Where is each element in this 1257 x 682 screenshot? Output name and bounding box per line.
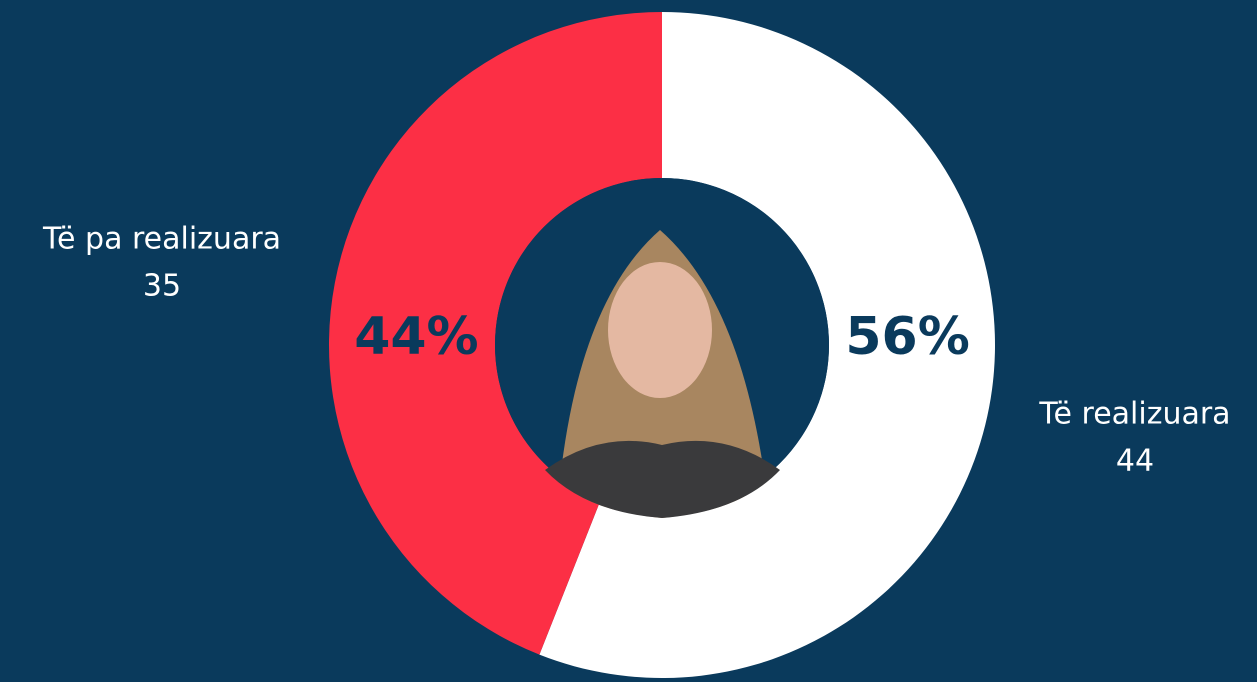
percent-label: 56%	[845, 307, 969, 367]
count-label: 35	[143, 269, 181, 304]
jacket	[545, 440, 780, 518]
count-label: 44	[1116, 444, 1154, 479]
face	[608, 262, 712, 398]
labels: 56% Të realizuara 44 44% Të pa realizuara 35	[42, 222, 1231, 479]
category-label: Të realizuara	[1038, 397, 1230, 432]
portrait	[495, 178, 829, 518]
percent-label: 44%	[354, 307, 478, 367]
slice	[539, 12, 996, 678]
category-label: Të pa realizuara	[42, 222, 281, 257]
